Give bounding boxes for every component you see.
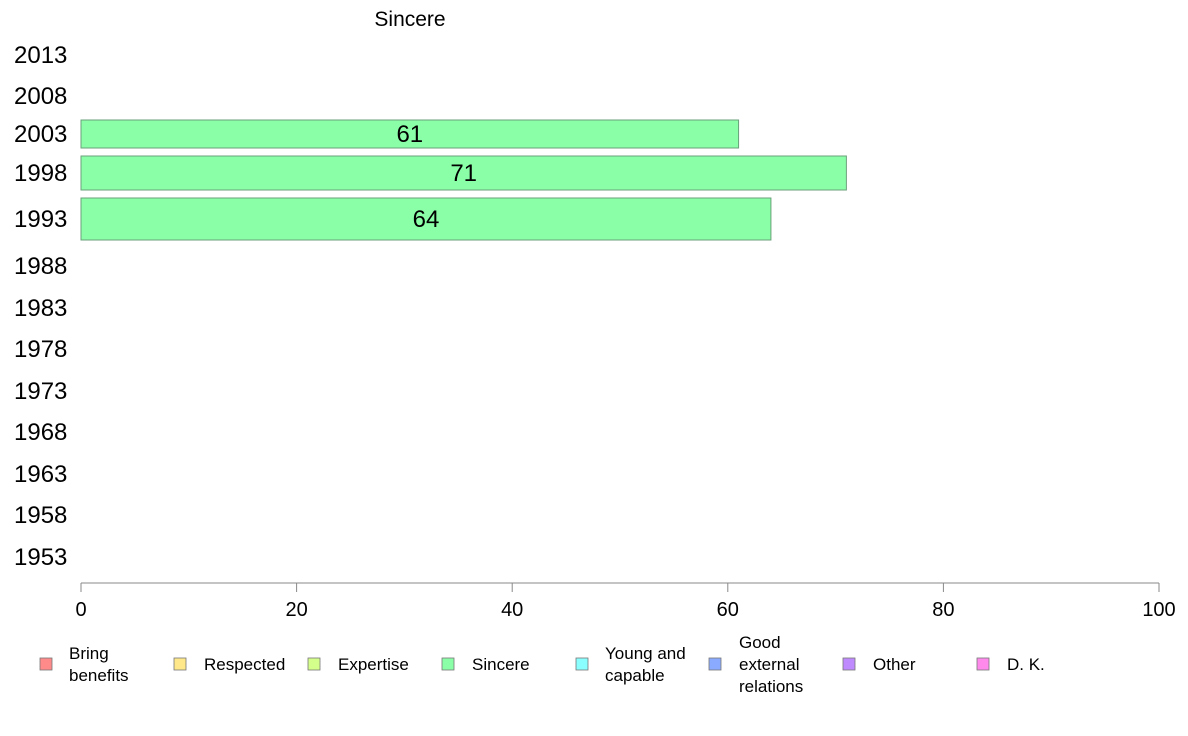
bars: 61 71 64 [80,119,847,241]
legend-swatch [173,657,187,671]
legend-item: D. K. [976,655,1045,674]
legend-item: Good external relations [708,633,803,696]
y-tick-label: 1968 [14,419,67,446]
legend-item: Expertise [307,655,409,674]
legend-label: Sincere [472,655,530,674]
bar [80,197,772,241]
y-tick-label: 1998 [14,160,67,187]
legend-item: Other [842,655,916,674]
y-tick-label: 1963 [14,461,67,488]
legend-label: Good external relations [739,633,803,696]
legend-item: Respected [173,655,285,674]
legend-label: Expertise [338,655,409,674]
y-tick-label: 2008 [14,83,67,110]
y-tick-label: 1993 [14,206,67,233]
y-tick-label: 1953 [14,544,67,571]
legend-label: Bring benefits [69,644,129,685]
legend-label: Other [873,655,916,674]
y-tick-label: 1978 [14,336,67,363]
legend-swatch [575,657,589,671]
chart-title: Sincere [374,8,445,31]
legend-item: Bring benefits [39,644,129,685]
bar-value-label: 64 [413,206,440,233]
x-tick-label: 60 [717,599,739,621]
y-tick-label: 2003 [14,121,67,148]
legend-swatch [441,657,455,671]
y-tick-label: 1973 [14,378,67,405]
legend-item: Young and capable [575,644,686,685]
legend-label: Respected [204,655,285,674]
bar-value-label: 61 [396,121,423,148]
x-tick-label: 20 [285,599,307,621]
bar-value-label: 71 [450,160,477,187]
y-tick-label: 1983 [14,295,67,322]
legend-swatch [708,657,722,671]
legend-swatch [307,657,321,671]
bar [80,119,740,149]
x-axis: 0 20 40 60 80 100 [75,582,1176,621]
y-tick-label: 1958 [14,502,67,529]
legend-item: Sincere [441,655,530,674]
x-tick-label: 80 [932,599,954,621]
legend: Bring benefits Respected Expertise Sincere Yo… [39,633,1045,696]
legend-swatch [976,657,990,671]
bar [80,155,847,191]
x-tick-label: 0 [75,599,86,621]
x-tick-label: 100 [1142,599,1175,621]
y-tick-label: 2013 [14,42,67,69]
legend-label: Young and capable [605,644,686,685]
legend-label: D. K. [1007,655,1045,674]
legend-swatch [39,657,53,671]
legend-swatch [842,657,856,671]
x-tick-label: 40 [501,599,523,621]
y-axis-labels: 2013 2008 2003 1998 1993 1988 1983 1978 1973 1968… [14,42,67,571]
y-tick-label: 1988 [14,253,67,280]
